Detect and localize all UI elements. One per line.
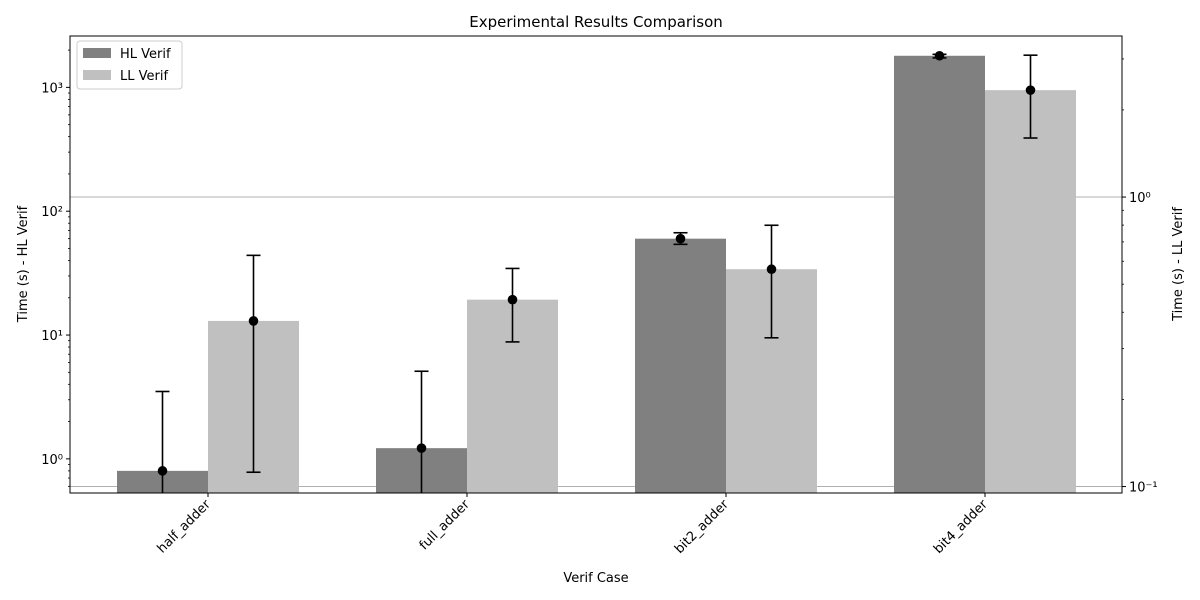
- right-tick-label: 10⁻¹: [1129, 481, 1158, 496]
- data-point: [1025, 85, 1036, 95]
- x-tick-label: half_adder: [155, 497, 215, 557]
- data-point: [766, 264, 777, 275]
- right-tick-label: 10⁰: [1129, 191, 1151, 206]
- left-y-axis-title: Time (s) - HL Verif: [16, 205, 31, 323]
- data-point: [416, 443, 427, 453]
- left-tick-label: 10⁰: [41, 453, 63, 468]
- data-point: [157, 466, 168, 476]
- error-bar-bit2_adder-ll: [764, 224, 779, 339]
- error-bar-bit2_adder-hl: [673, 231, 688, 246]
- x-axis-title: Verif Case: [563, 571, 628, 586]
- data-point: [934, 50, 945, 61]
- right-y-axis: 10⁻¹ 10⁰: [1122, 58, 1158, 496]
- chart-title: Experimental Results Comparison: [469, 13, 723, 31]
- legend-swatch: [83, 48, 111, 58]
- legend-swatch: [83, 70, 111, 80]
- legend-label: LL Verif: [120, 69, 168, 84]
- error-bar-bit4_adder-hl: [932, 50, 947, 61]
- x-axis: half_adder full_adder bit2_adder bit4_adder: [155, 493, 991, 557]
- left-y-axis: 10⁰ 10¹ 10² 10³: [41, 49, 70, 487]
- bar-bit4_adder-ll: [985, 90, 1076, 493]
- error-bar-full_adder-hl: [414, 370, 429, 493]
- data-point: [248, 316, 259, 326]
- bars: [117, 55, 1076, 493]
- x-tick-label: full_adder: [417, 497, 474, 554]
- legend: HL Verif LL Verif: [76, 40, 183, 90]
- bar-bit2_adder-hl: [635, 238, 726, 493]
- x-tick-label: bit4_adder: [931, 497, 991, 557]
- right-y-axis-title: Time (s) - LL Verif: [1171, 207, 1186, 322]
- data-point: [507, 294, 518, 305]
- legend-label: HL Verif: [120, 47, 171, 62]
- error-bar-full_adder-ll: [505, 267, 520, 343]
- error-bar-half_adder-hl: [155, 390, 170, 493]
- bar-bit4_adder-hl: [894, 55, 985, 493]
- error-bar-bit4_adder-ll: [1023, 54, 1038, 139]
- left-tick-label: 10¹: [41, 329, 63, 344]
- error-bar-half_adder-ll: [246, 254, 261, 474]
- data-point: [675, 233, 686, 244]
- left-tick-label: 10³: [41, 81, 63, 96]
- error-bars: [155, 50, 1038, 493]
- x-tick-label: bit2_adder: [672, 497, 732, 557]
- plot-frame: [69, 35, 1123, 494]
- left-tick-label: 10²: [41, 205, 63, 220]
